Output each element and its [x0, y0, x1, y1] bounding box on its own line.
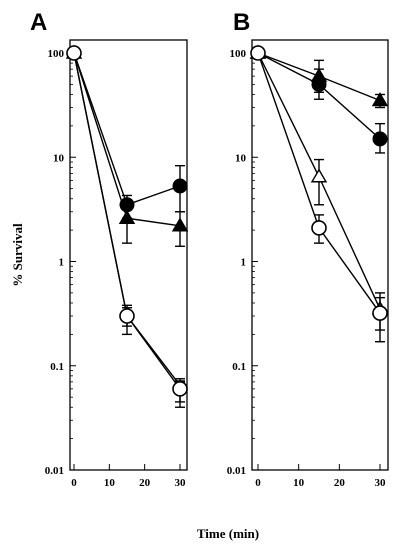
data-point-open-circle	[119, 308, 135, 324]
data-point-filled-triangle	[118, 209, 136, 224]
x-tick-label: 20	[139, 477, 151, 489]
y-axis-title: % Survival	[10, 223, 25, 287]
x-tick-label: 20	[334, 477, 346, 489]
y-tick-label: 1	[241, 257, 247, 269]
x-tick-label: 0	[255, 477, 261, 489]
y-tick-label: 0.01	[45, 465, 64, 477]
data-point-open-circle	[311, 220, 327, 236]
y-tick-label: 100	[48, 48, 65, 60]
x-axis-title: Time (min)	[197, 526, 259, 541]
data-point-filled-circle	[172, 178, 188, 194]
panel-a-frame	[69, 39, 188, 471]
data-point-open-circle	[250, 45, 266, 61]
y-tick-label: 0.1	[232, 361, 246, 373]
data-point-filled-circle	[372, 131, 388, 147]
y-tick-label: 100	[230, 48, 247, 60]
data-point-open-triangle	[310, 168, 328, 183]
panel-a: A 0.01 0.1 1 10 100 0 10 20 30	[30, 9, 189, 489]
y-tick-label: 10	[53, 152, 65, 164]
series-open-circle	[250, 45, 388, 343]
data-point-filled-triangle	[371, 92, 389, 107]
data-point-filled-circle	[311, 76, 327, 92]
y-tick-label: 1	[59, 257, 65, 269]
x-tick-label: 0	[71, 477, 77, 489]
x-tick-label: 10	[293, 477, 305, 489]
data-point-open-circle	[66, 45, 82, 61]
x-tick-label: 30	[175, 477, 187, 489]
y-tick-label: 10	[235, 152, 247, 164]
panel-a-letter: A	[30, 9, 47, 36]
y-tick-label: 0.01	[227, 465, 246, 477]
y-tick-label: 0.1	[50, 361, 64, 373]
panel-b-letter: B	[233, 9, 250, 36]
data-point-open-circle	[372, 305, 388, 321]
data-point-filled-triangle	[171, 217, 189, 232]
panel-b-frame	[251, 39, 389, 471]
x-tick-label: 10	[104, 477, 116, 489]
series-filled-circle	[66, 45, 188, 219]
data-point-open-circle	[172, 381, 188, 397]
x-tick-label: 30	[375, 477, 387, 489]
series-filled-triangle	[65, 44, 189, 247]
series-open-circle	[66, 45, 188, 408]
panel-b: B 0.01 0.1 1 10 100 0 10 20 30	[227, 9, 389, 489]
